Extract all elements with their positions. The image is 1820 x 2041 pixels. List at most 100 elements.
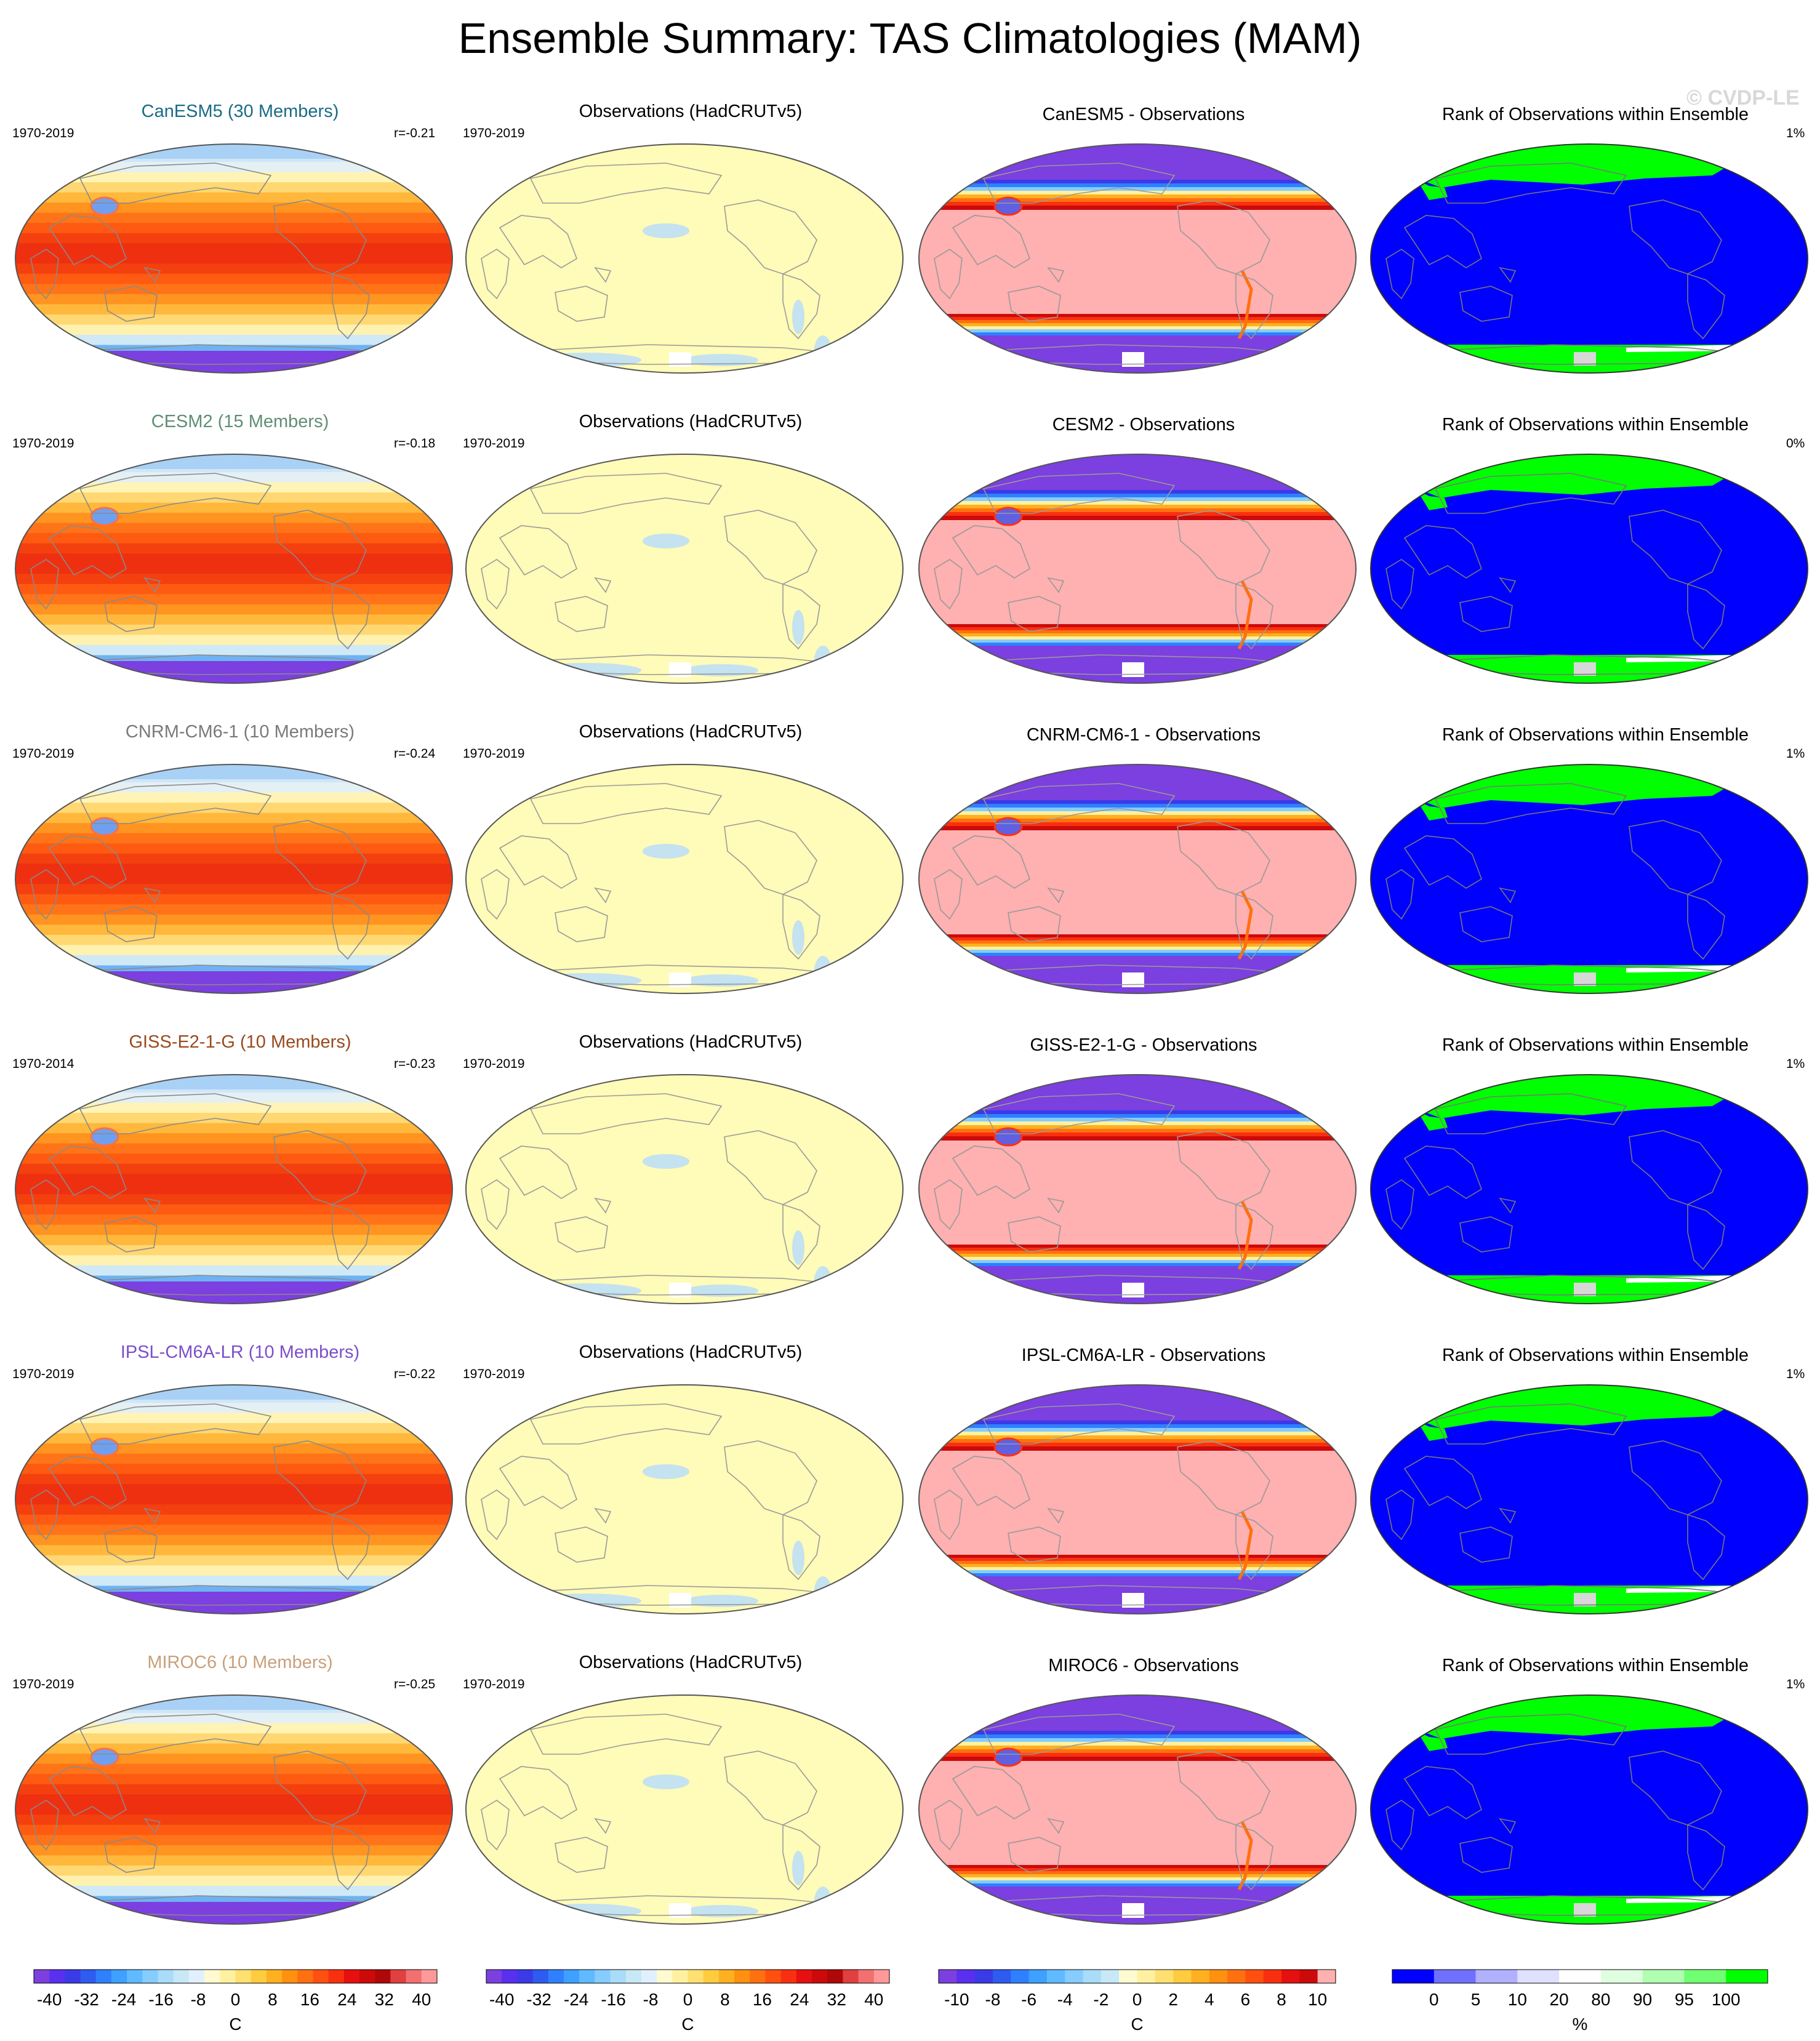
model-band-6 <box>15 823 452 834</box>
diff-north-edge-band-2 <box>919 1738 1356 1742</box>
model-band-7 <box>15 833 452 844</box>
colorbar-swatch <box>1209 1970 1228 1983</box>
model-band-15 <box>15 1845 452 1856</box>
colorbar-tick-label: 8 <box>720 1990 730 2009</box>
coastline-3 <box>1499 1507 1517 1524</box>
model-map <box>15 1384 453 1614</box>
coastline-3 <box>143 887 161 904</box>
model-band-13 <box>15 1514 452 1526</box>
colorbar-swatch <box>343 1970 360 1983</box>
model-band-5 <box>15 1433 452 1445</box>
diff-panel-title: CESM2 - Observations <box>1052 415 1235 435</box>
diff-south-edge-band-0 <box>919 1865 1356 1869</box>
coastline-3 <box>1047 1818 1065 1834</box>
rank-field <box>1371 454 1808 683</box>
colorbar-tick-label: -10 <box>944 1990 969 2009</box>
colorbar-tick-label: -6 <box>1021 1990 1036 2009</box>
model-band-11 <box>15 1184 452 1195</box>
model-band-4 <box>15 1113 452 1124</box>
coastline-4 <box>1177 1750 1270 1826</box>
colorbar-swatch <box>142 1970 159 1983</box>
rank-map <box>1370 764 1808 994</box>
colorbar-tick-label: -40 <box>489 1990 514 2009</box>
obs-blob-andes <box>792 920 804 955</box>
rank-west-green <box>1417 1421 1448 1441</box>
diff-andes <box>1237 270 1253 340</box>
coastline-4 <box>1629 199 1722 275</box>
colorbar-tick-label: 32 <box>827 1990 846 2009</box>
colorbar-tick-label: 2 <box>1168 1990 1178 2009</box>
diff-south-edge-band-6 <box>919 953 1356 956</box>
obs-blob-south-1 <box>531 663 641 678</box>
model-band-14 <box>15 1525 452 1536</box>
model-panel-title: MIROC6 (10 Members) <box>147 1653 333 1672</box>
diff-north-edge-band-3 <box>919 191 1356 195</box>
diff-north-edge-band-1 <box>919 804 1356 808</box>
rank-percent: 1% <box>1786 1677 1805 1691</box>
model-band-5 <box>15 502 452 514</box>
rank-percent: 1% <box>1786 1367 1805 1381</box>
rank-panel-title: Rank of Observations within Ensemble <box>1441 105 1749 124</box>
model-band-3 <box>15 172 452 183</box>
coastline-4 <box>1177 1440 1270 1515</box>
rank-field <box>1371 1385 1808 1614</box>
coastline-1 <box>934 869 963 920</box>
colorbar-tick-label: 0 <box>231 1990 241 2009</box>
colorbar-swatch <box>1137 1970 1156 1983</box>
coastline-6 <box>529 162 723 204</box>
model-band-19 <box>15 1885 452 1897</box>
colorbar-unit: C <box>1131 2015 1143 2034</box>
colorbar-swatch <box>1642 1970 1685 1983</box>
model-field <box>15 1075 452 1304</box>
obs-field <box>466 1075 903 1304</box>
rank-field <box>1371 144 1808 373</box>
coastline-3 <box>1047 577 1065 593</box>
obs-panel-title: Observations (HadCRUTv5) <box>579 1653 803 1672</box>
coastline-4 <box>1629 820 1722 895</box>
colorbar-swatch <box>1173 1970 1192 1983</box>
model-band-15 <box>15 294 452 305</box>
coastline-4 <box>1629 1440 1722 1515</box>
colorbar-tick-label: 16 <box>300 1990 319 2009</box>
colorbar-tick-label: -8 <box>985 1990 1001 2009</box>
colorbar-tick-label: 4 <box>1205 1990 1214 2009</box>
colorbar-swatch <box>688 1970 704 1983</box>
colorbar-swatch <box>610 1970 627 1983</box>
model-band-6 <box>15 513 452 524</box>
obs-blob-south-2 <box>684 1905 758 1917</box>
obs-blob-south-3 <box>814 646 832 683</box>
colorbar-swatch <box>780 1970 797 1983</box>
colorbar-swatch <box>80 1970 97 1983</box>
watermark: © CVDP-LE <box>1686 86 1800 110</box>
diff-andes <box>1237 580 1253 650</box>
coastline-2 <box>1008 286 1061 322</box>
obs-blob-south-3 <box>814 956 832 993</box>
rank-west-green <box>1417 490 1448 510</box>
colorbar-unit: C <box>229 2015 241 2034</box>
coastline-6 <box>529 1714 723 1755</box>
coastline-4 <box>1177 1130 1270 1205</box>
antarctica-cold <box>15 1281 452 1304</box>
model-band-3 <box>15 1723 452 1734</box>
coastline-1 <box>1385 249 1414 300</box>
diff-field <box>919 1385 1356 1614</box>
diff-south-edge-band-2 <box>919 1871 1356 1875</box>
obs-years: 1970-2019 <box>463 126 525 140</box>
model-band-15 <box>15 1224 452 1236</box>
diff-panel-title: IPSL-CM6A-LR - Observations <box>1021 1345 1266 1365</box>
coastline-1 <box>30 869 59 920</box>
model-band-7 <box>15 212 452 224</box>
colorbar-swatch <box>657 1970 673 1983</box>
diff-north-edge-band-5 <box>919 1749 1356 1754</box>
model-band-16 <box>15 1855 452 1866</box>
map-border <box>1370 764 1808 994</box>
coastline-4 <box>273 510 367 585</box>
diff-north-edge-band-5 <box>919 508 1356 513</box>
colorbar-swatch <box>579 1970 595 1983</box>
model-band-19 <box>15 955 452 966</box>
obs-map <box>465 764 904 994</box>
colorbar-swatch <box>486 1970 502 1983</box>
obs-blob-south-3 <box>814 1266 832 1303</box>
coastline-2 <box>104 906 158 942</box>
coastline-3 <box>594 1818 612 1834</box>
